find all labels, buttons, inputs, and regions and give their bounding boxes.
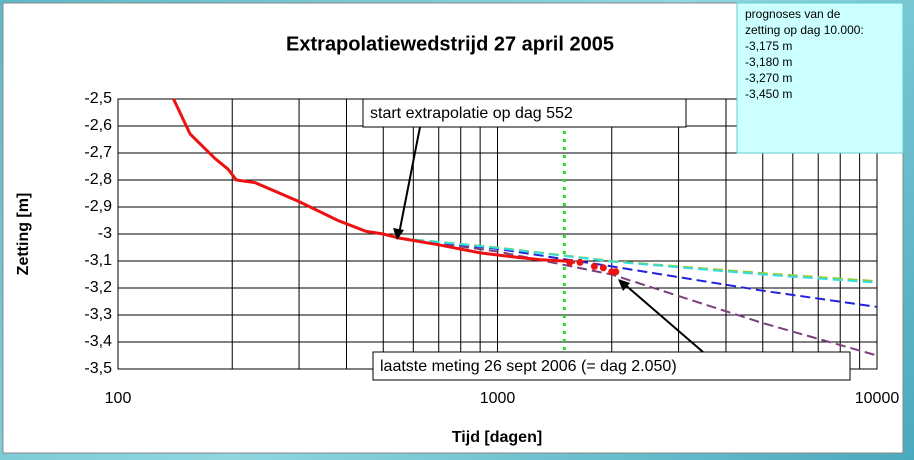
point	[590, 262, 598, 270]
x-tick-label: 1000	[480, 390, 516, 407]
arrow	[622, 282, 704, 353]
point	[612, 268, 620, 276]
y-tick-label: -3,3	[84, 306, 112, 323]
chart-title: Extrapolatiewedstrijd 27 april 2005	[286, 33, 614, 55]
annotation: start extrapolatie op dag 552	[370, 105, 573, 122]
info-line: -3,270 m	[745, 71, 792, 85]
y-tick-label: -2,9	[84, 198, 112, 215]
info-line: -3,180 m	[745, 55, 792, 69]
y-tick-label: -2,5	[84, 90, 112, 107]
y-tick-label: -3,1	[84, 252, 112, 269]
info-box	[736, 2, 904, 154]
annotation-box	[362, 98, 687, 128]
y-tick-label: -2,7	[84, 144, 112, 161]
x-tick-label: 100	[105, 390, 132, 407]
info-line: -3,450 m	[745, 87, 792, 101]
y-tick-label: -3,4	[84, 333, 112, 350]
info-line: -3,175 m	[745, 39, 792, 53]
y-tick-label: -3,5	[84, 360, 112, 377]
annotation: laatste meting 26 sept 2006 (= dag 2.050…	[380, 358, 677, 375]
arrow-head	[393, 228, 404, 240]
arrow	[398, 126, 421, 235]
series-line	[172, 98, 576, 264]
x-axis-label: Tijd [dagen]	[452, 429, 542, 446]
y-tick-label: -3,2	[84, 279, 112, 296]
point	[599, 264, 607, 272]
y-tick-label: -3	[98, 225, 112, 242]
arrow-head	[618, 279, 630, 291]
x-tick-label: 10000	[855, 390, 900, 407]
info-heading: zetting op dag 10.000:	[745, 23, 864, 37]
y-tick-label: -2,6	[84, 117, 112, 134]
series-line	[399, 237, 878, 284]
annotation-box	[372, 351, 851, 381]
info-heading: prognoses van de	[745, 7, 841, 21]
point	[566, 258, 574, 266]
point	[576, 258, 584, 266]
y-axis-label: Zetting [m]	[15, 193, 32, 276]
y-tick-label: -2,8	[84, 171, 112, 188]
